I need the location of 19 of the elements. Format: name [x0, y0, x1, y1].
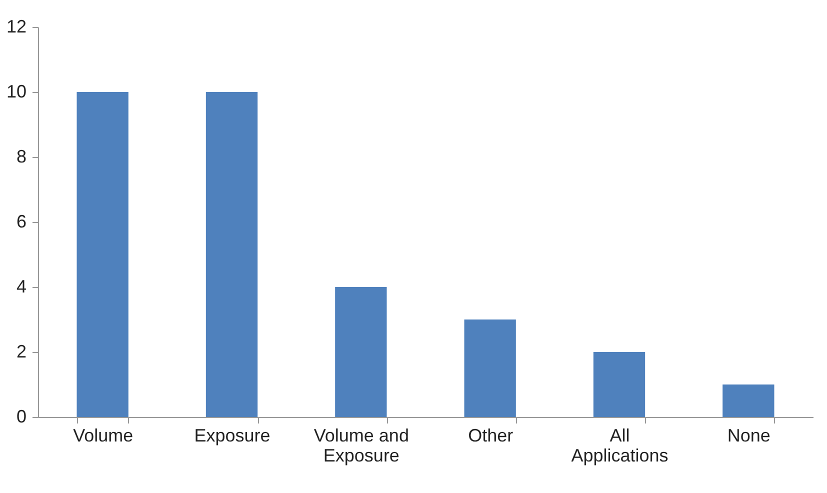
x-tick-label: Volume and Exposure — [314, 426, 409, 466]
x-tick-label: Volume — [73, 426, 134, 446]
bar — [464, 320, 516, 417]
y-tick-label: 10 — [6, 82, 26, 102]
bar — [593, 352, 646, 417]
y-tick-label: 4 — [16, 276, 26, 296]
x-tick-label: None — [727, 426, 770, 446]
y-tick-label: 12 — [6, 16, 26, 36]
bar — [722, 384, 774, 417]
y-tick-label: 0 — [16, 406, 26, 426]
bar — [76, 92, 128, 417]
bar — [206, 92, 258, 417]
x-tick-label: Exposure — [194, 426, 270, 446]
x-tick-label: Other — [468, 426, 514, 446]
x-tick-label: All Applications — [571, 426, 668, 466]
bar — [335, 287, 387, 417]
y-tick-label: 2 — [16, 342, 26, 362]
y-tick-label: 6 — [16, 212, 26, 232]
y-tick-label: 8 — [16, 146, 26, 166]
